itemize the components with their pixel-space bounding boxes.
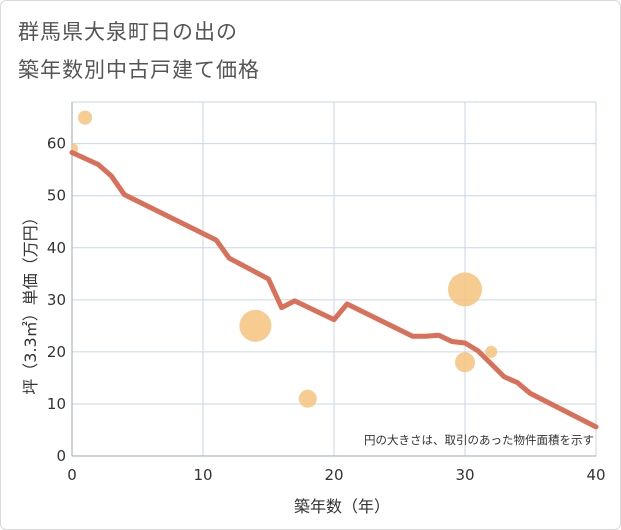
data-points: [72, 110, 498, 408]
data-point: [485, 345, 498, 358]
trend-line: [69, 149, 599, 430]
grid-lines: [71, 101, 597, 457]
y-tick-label: 30: [47, 291, 66, 309]
y-tick-label: 20: [47, 343, 66, 361]
data-point: [448, 272, 482, 307]
x-tick-label: 20: [324, 466, 343, 484]
chart-title-line1: 群馬県大泉町日の出の: [18, 20, 238, 44]
trend-line-group: [69, 149, 599, 430]
y-tick-label: 60: [47, 135, 66, 153]
x-tick-label: 10: [193, 466, 212, 484]
x-axis-label: 築年数（年）: [294, 497, 390, 516]
chart-title-line2: 築年数別中古戸建て価格: [18, 58, 260, 82]
y-tick-label: 0: [56, 447, 66, 465]
y-axis-label: 坪（3.3㎡）単価（万円）: [21, 209, 40, 394]
data-point: [455, 352, 475, 373]
x-tick-labels: 0 10 20 30 40: [67, 466, 605, 484]
y-tick-labels: 0 10 20 30 40 50 60: [47, 135, 66, 465]
x-tick-label: 30: [455, 466, 474, 484]
y-tick-label: 40: [47, 239, 66, 257]
data-point: [298, 389, 317, 408]
x-tick-label: 0: [67, 466, 77, 484]
size-annotation: 円の大きさは、取引のあった物件面積を示す: [364, 433, 594, 447]
data-point: [239, 309, 272, 342]
y-tick-label: 10: [47, 395, 66, 413]
y-tick-label: 50: [47, 187, 66, 205]
x-tick-label: 40: [586, 466, 605, 484]
data-point: [78, 110, 93, 125]
